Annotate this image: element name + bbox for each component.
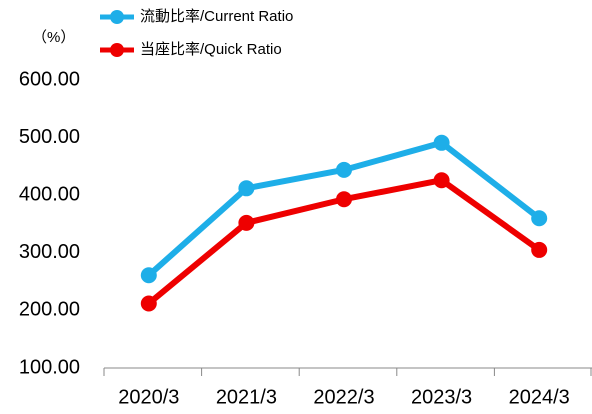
legend-marker [110, 43, 124, 57]
y-tick-label: 500.00 [19, 126, 80, 148]
legend-marker [110, 10, 124, 24]
data-point [140, 295, 157, 312]
x-tick-label: 2022/3 [313, 386, 374, 408]
data-point [140, 267, 157, 284]
y-tick-label: 400.00 [19, 183, 80, 205]
x-tick-label: 2021/3 [216, 386, 277, 408]
data-point [433, 134, 450, 151]
data-point [238, 180, 255, 197]
y-tick-label: 100.00 [19, 356, 80, 378]
data-point [336, 191, 352, 208]
data-point [531, 210, 548, 227]
x-tick-label: 2023/3 [411, 386, 472, 408]
data-point [336, 161, 352, 178]
x-tick-label: 2020/3 [118, 386, 179, 408]
data-point [433, 172, 450, 189]
data-point [531, 241, 548, 258]
y-axis-label: （%） [32, 29, 75, 46]
legend-label: 流動比率/Current Ratio [140, 8, 293, 25]
y-tick-label: 600.00 [19, 68, 80, 90]
y-tick-label: 200.00 [19, 299, 80, 321]
x-tick-label: 2024/3 [509, 386, 570, 408]
y-tick-label: 300.00 [19, 241, 80, 263]
legend-label: 当座比率/Quick Ratio [140, 41, 282, 58]
data-point [238, 214, 255, 231]
